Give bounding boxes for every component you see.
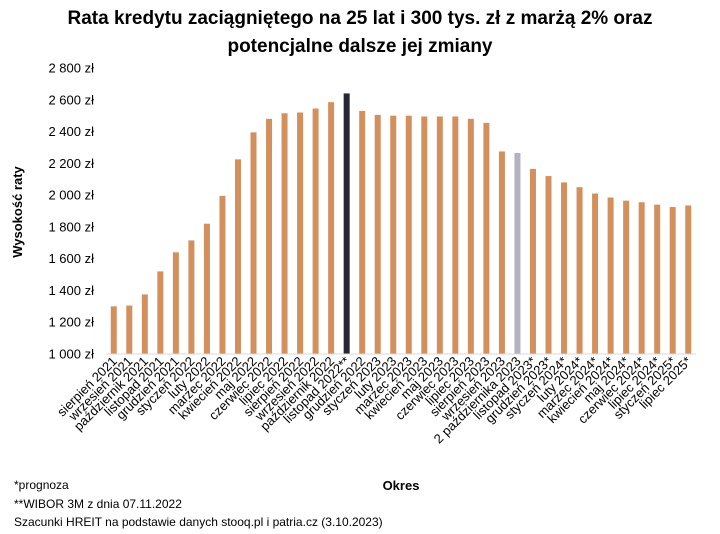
footnote-forecast: *prognoza	[14, 478, 69, 492]
bar	[483, 122, 490, 354]
y-tick-label: 1 600 zł	[48, 251, 94, 266]
bar	[623, 200, 630, 354]
bar	[188, 240, 195, 354]
bar	[685, 205, 692, 354]
bar	[654, 204, 661, 354]
bar	[141, 294, 148, 354]
y-axis-label: Wysokość raty	[10, 165, 25, 257]
bar	[669, 207, 676, 354]
bar	[498, 151, 505, 354]
bar	[638, 202, 645, 354]
bar	[576, 187, 583, 354]
chart-title-line-2: potencjalne dalsze jej zmiany	[227, 36, 493, 57]
y-tick-label: 1 800 zł	[48, 219, 94, 234]
bar	[234, 159, 241, 354]
bar	[203, 223, 210, 354]
y-tick-label: 2 400 zł	[48, 124, 94, 139]
y-tick-label: 2 200 zł	[48, 156, 94, 171]
bar	[281, 113, 288, 354]
bar	[328, 102, 335, 354]
bar	[374, 114, 381, 355]
y-tick-label: 2 000 zł	[48, 188, 94, 203]
bar	[157, 271, 164, 354]
bar	[172, 252, 179, 354]
bar	[561, 182, 568, 354]
y-tick-label: 1 400 zł	[48, 283, 94, 298]
bar	[436, 116, 443, 355]
bar	[219, 195, 226, 354]
x-axis-label: Okres	[383, 478, 420, 493]
bar	[250, 132, 257, 354]
bar	[110, 306, 117, 354]
bar	[592, 193, 599, 354]
bar	[297, 112, 304, 355]
bar	[607, 197, 614, 354]
bar	[312, 108, 319, 355]
chart-title-line-1: Rata kredytu zaciągniętego na 25 lat i 3…	[67, 8, 653, 29]
footnote-wibor: **WIBOR 3M z dnia 07.11.2022	[14, 497, 182, 511]
bar	[421, 116, 428, 355]
bar	[467, 118, 474, 354]
bar	[545, 176, 552, 354]
y-tick-label: 1 200 zł	[48, 315, 94, 330]
bar	[359, 110, 366, 355]
y-tick-label: 2 800 zł	[48, 61, 94, 76]
bar	[343, 93, 350, 355]
bar	[452, 116, 459, 355]
footnote-source: Szacunki HREIT na podstawie danych stooq…	[14, 515, 383, 529]
y-tick-label: 1 000 zł	[48, 347, 94, 362]
y-tick-label: 2 600 zł	[48, 92, 94, 107]
bar	[390, 115, 397, 354]
bar	[405, 115, 412, 354]
bar	[266, 118, 273, 354]
bar	[514, 153, 521, 354]
bar	[126, 305, 133, 354]
bar	[529, 168, 536, 354]
